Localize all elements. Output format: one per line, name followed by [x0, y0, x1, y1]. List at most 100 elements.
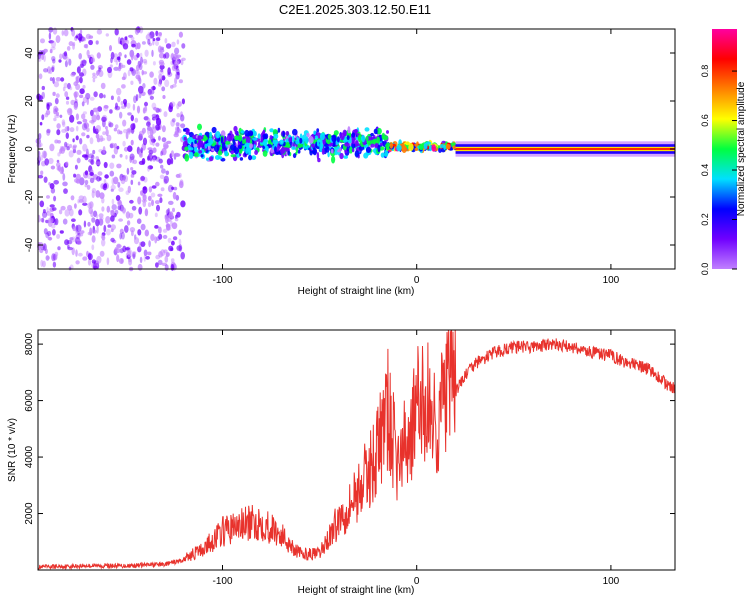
spectrogram-cell — [144, 106, 148, 112]
spectrogram-cell — [110, 224, 116, 231]
spectrogram-y-tick-label: 20 — [24, 95, 35, 107]
colorbar-tick-label: 0.2 — [700, 213, 710, 226]
spectrogram-cell — [116, 254, 120, 263]
spectrogram-cell — [158, 158, 163, 164]
spectrogram-cell — [232, 138, 236, 146]
spectrogram-cell — [98, 148, 104, 153]
spectrogram-cell — [147, 165, 154, 170]
spectrogram-cell — [251, 155, 257, 161]
spectrogram-cell — [57, 246, 61, 251]
spectrogram-cell — [54, 251, 59, 257]
spectrogram-cell — [59, 148, 63, 154]
spectrogram-cell — [78, 53, 82, 60]
spectrogram-cell — [163, 111, 168, 118]
spectrogram-cell — [119, 153, 123, 158]
spectrogram-cell — [165, 209, 170, 215]
spectrogram-cell — [117, 65, 122, 72]
snr-x-axis-label: Height of straight line (km) — [298, 585, 415, 596]
spectrogram-cell — [247, 130, 254, 137]
spectrogram-cell — [233, 147, 240, 155]
spectrogram-cell — [103, 105, 109, 109]
spectrogram-cell — [95, 214, 99, 219]
spectrogram-cell — [177, 122, 181, 127]
spectrogram-cell — [81, 59, 87, 67]
spectrogram-cell — [155, 117, 162, 126]
spectrogram-cell — [128, 212, 134, 219]
spectrogram-cell — [140, 223, 146, 231]
spectrogram-cell — [122, 119, 127, 127]
spectrogram-cell — [38, 95, 43, 101]
spectrogram-cell — [57, 152, 61, 157]
spectrogram-cell — [316, 151, 320, 160]
spectrogram-cell — [44, 158, 49, 166]
spectrogram-cell — [224, 150, 229, 157]
spectrogram-cell — [82, 118, 88, 123]
spectrogram-cell — [128, 34, 134, 38]
spectrogram-cell — [73, 173, 77, 178]
spectrogram-cell — [52, 229, 56, 236]
spectrogram-cell — [418, 143, 424, 151]
spectrogram-cell — [115, 248, 121, 254]
spectrogram-cell — [96, 255, 102, 264]
spectrogram-cell — [312, 147, 317, 156]
spectrogram-cell — [143, 61, 148, 65]
spectrogram-cell — [49, 77, 53, 82]
spectrogram-cell — [130, 123, 136, 131]
spectrogram-cell — [184, 146, 189, 152]
spectrogram-cell — [371, 139, 376, 145]
spectrogram-cell — [170, 220, 173, 227]
spectrogram-cell — [116, 145, 120, 150]
spectrogram-cell — [116, 163, 122, 169]
spectrogram-cell — [230, 150, 234, 155]
spectrogram-cell — [334, 147, 338, 152]
spectrogram-cell — [176, 245, 182, 251]
spectrogram-cell — [142, 58, 148, 64]
spectrogram-cell — [170, 247, 174, 252]
spectrogram-cell — [108, 122, 114, 128]
snr-y-tick-label: 6000 — [24, 389, 35, 412]
snr-x-tick-label: 0 — [414, 576, 420, 587]
spectrogram-cell — [95, 161, 101, 166]
spectrogram-cell — [74, 203, 77, 209]
spectrogram-cell — [167, 67, 171, 75]
spectrogram-cell — [68, 208, 74, 217]
spectrogram-cell — [349, 146, 353, 154]
spectrogram-cell — [55, 35, 61, 44]
spectrogram-cell — [86, 49, 90, 57]
spectrogram-cell — [354, 150, 360, 158]
spectrogram-cell — [89, 172, 94, 176]
spectrogram-cell — [141, 41, 146, 45]
spectrogram-cell — [51, 64, 55, 71]
spectrogram-cell — [339, 152, 344, 160]
colorbar-gradient — [712, 29, 737, 269]
spectrogram-cell — [75, 35, 79, 39]
spectrogram-cell — [90, 210, 94, 218]
spectrogram-cell — [79, 88, 85, 95]
spectrogram-cell — [91, 187, 97, 194]
spectrogram-cell — [138, 92, 142, 99]
spectrogram-cell — [79, 94, 84, 99]
spectrogram-cell — [90, 154, 95, 161]
spectrogram-cell — [53, 105, 58, 113]
spectrogram-cell — [137, 181, 141, 186]
spectrogram-cell — [203, 136, 208, 141]
spectrogram-cell — [103, 183, 108, 189]
spectrogram-cell — [173, 133, 179, 138]
colorbar-tick-label: 0.8 — [700, 65, 710, 78]
spectrogram-cell — [71, 236, 77, 243]
spectrogram-cell — [56, 159, 60, 163]
spectrogram-cell — [180, 111, 183, 117]
spectrogram-cell — [52, 77, 55, 84]
spectrogram-cell — [346, 135, 350, 141]
spectrogram-cell — [157, 193, 163, 197]
spectrogram-cell — [63, 82, 68, 89]
spectrogram-cell — [140, 190, 144, 196]
spectrogram-cell — [363, 152, 369, 159]
spectrogram-cell — [277, 127, 281, 133]
spectrogram-cell — [38, 133, 42, 140]
spectrogram-cell — [226, 134, 233, 142]
spectrogram-cell — [122, 98, 128, 105]
spectrogram-cell — [121, 207, 126, 213]
spectrogram-cell — [107, 66, 112, 74]
spectrogram-cell — [217, 150, 223, 156]
